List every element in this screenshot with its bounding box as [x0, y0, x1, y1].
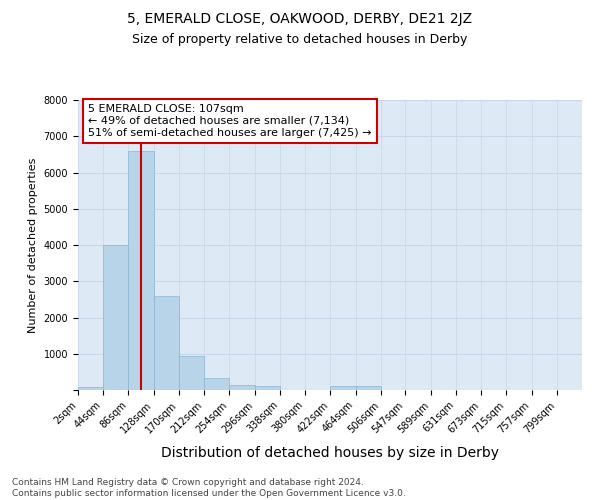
Bar — [154, 296, 179, 390]
Bar — [254, 386, 280, 390]
Text: 5, EMERALD CLOSE, OAKWOOD, DERBY, DE21 2JZ: 5, EMERALD CLOSE, OAKWOOD, DERBY, DE21 2… — [127, 12, 473, 26]
Bar — [331, 386, 356, 390]
Text: 5 EMERALD CLOSE: 107sqm
← 49% of detached houses are smaller (7,134)
51% of semi: 5 EMERALD CLOSE: 107sqm ← 49% of detache… — [88, 104, 371, 138]
Bar — [204, 378, 229, 390]
X-axis label: Distribution of detached houses by size in Derby: Distribution of detached houses by size … — [161, 446, 499, 460]
Bar — [78, 388, 103, 390]
Text: Size of property relative to detached houses in Derby: Size of property relative to detached ho… — [133, 32, 467, 46]
Bar — [128, 151, 154, 390]
Bar — [103, 245, 128, 390]
Text: Contains HM Land Registry data © Crown copyright and database right 2024.
Contai: Contains HM Land Registry data © Crown c… — [12, 478, 406, 498]
Bar — [229, 384, 254, 390]
Bar — [356, 386, 381, 390]
Y-axis label: Number of detached properties: Number of detached properties — [28, 158, 38, 332]
Bar — [179, 356, 204, 390]
